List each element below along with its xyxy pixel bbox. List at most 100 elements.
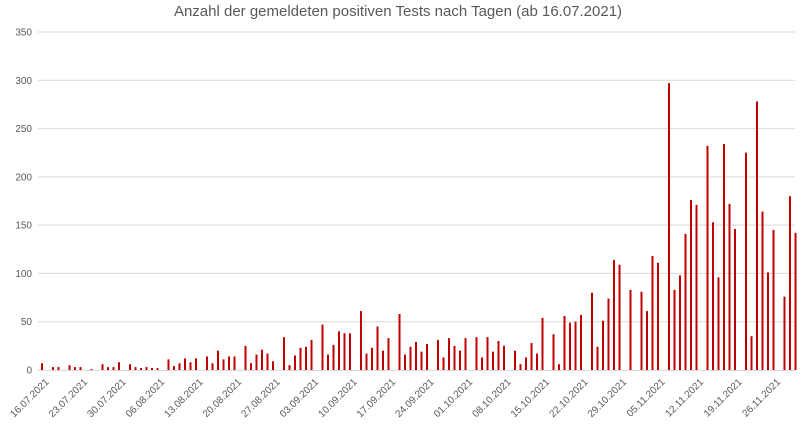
bar	[794, 232, 797, 370]
bar	[706, 145, 709, 370]
chart-title: Anzahl der gemeldeten positiven Tests na…	[174, 3, 622, 20]
bar	[574, 321, 577, 370]
bar	[712, 222, 714, 370]
bar	[497, 341, 500, 370]
bar	[244, 345, 247, 370]
x-tick-label: 20.08.2021	[201, 377, 244, 420]
bar	[767, 272, 769, 370]
bar	[618, 264, 621, 370]
x-tick-label: 24.09.2021	[393, 377, 436, 420]
bar	[211, 363, 214, 370]
bar	[310, 340, 313, 370]
bar	[569, 322, 571, 370]
bar	[365, 353, 368, 370]
bar	[563, 315, 566, 370]
bar	[371, 347, 373, 370]
bar	[112, 367, 115, 370]
bar	[129, 364, 131, 370]
bar	[305, 346, 307, 370]
bar	[189, 362, 192, 370]
bar	[602, 320, 604, 370]
bar	[695, 204, 698, 370]
bar	[448, 338, 450, 370]
bar	[580, 314, 582, 370]
x-tick-label: 22.10.2021	[547, 377, 590, 420]
bar	[756, 101, 758, 370]
bar	[255, 354, 258, 370]
bar	[552, 334, 555, 370]
bar	[222, 359, 225, 370]
bars	[41, 83, 797, 371]
bar	[57, 367, 60, 370]
bar	[195, 358, 197, 370]
bar	[459, 350, 461, 370]
bar	[415, 341, 417, 370]
bar	[206, 356, 208, 370]
bar	[591, 292, 593, 370]
bar	[728, 203, 731, 370]
x-tick-label: 13.08.2021	[162, 377, 205, 420]
bar	[140, 368, 142, 370]
y-tick-label: 200	[15, 172, 32, 183]
bar	[283, 337, 285, 370]
x-tick-label: 05.11.2021	[625, 377, 668, 420]
bar	[536, 353, 538, 370]
bar	[250, 363, 252, 370]
bar	[772, 229, 775, 370]
x-tick-label: 16.07.2021	[8, 377, 51, 420]
bar	[145, 367, 148, 370]
bar	[107, 367, 109, 370]
bar	[382, 350, 384, 370]
bar	[734, 229, 736, 370]
bar	[360, 311, 362, 370]
bar	[761, 211, 764, 370]
bar	[387, 338, 390, 370]
bar	[272, 361, 274, 370]
bar	[613, 259, 615, 370]
x-axis-ticks: 16.07.202123.07.202130.07.202106.08.2021…	[8, 377, 783, 420]
x-tick-label: 27.08.2021	[239, 377, 282, 420]
bar	[217, 350, 219, 370]
bar	[503, 345, 505, 370]
bar	[750, 336, 753, 370]
bar	[673, 289, 676, 370]
bar	[690, 200, 692, 370]
bar	[101, 364, 104, 370]
x-tick-label: 15.10.2021	[509, 377, 552, 420]
x-tick-label: 29.10.2021	[586, 377, 629, 420]
x-tick-label: 17.09.2021	[355, 377, 398, 420]
bar	[492, 351, 494, 370]
bar	[684, 233, 687, 370]
bar	[464, 338, 467, 370]
bar	[668, 83, 670, 371]
bar	[376, 326, 379, 370]
x-tick-label: 12.11.2021	[664, 377, 707, 420]
bar	[646, 311, 648, 370]
y-tick-label: 350	[15, 28, 32, 39]
bar	[52, 367, 54, 370]
bar	[453, 345, 456, 370]
bar	[745, 152, 747, 370]
bar	[134, 367, 137, 370]
y-tick-label: 0	[26, 366, 32, 377]
bar	[651, 256, 654, 370]
bar	[184, 358, 186, 370]
bar	[156, 368, 159, 370]
bar	[79, 367, 82, 370]
bar	[420, 351, 423, 370]
bar	[261, 349, 263, 370]
bar	[481, 357, 483, 370]
bar	[717, 277, 720, 370]
y-tick-label: 50	[21, 317, 33, 328]
bar	[657, 262, 659, 370]
bar	[475, 337, 478, 370]
bar	[596, 346, 599, 370]
gridlines	[38, 31, 795, 323]
bar	[404, 354, 406, 370]
bar	[338, 331, 340, 370]
bar	[426, 343, 428, 370]
bar	[607, 298, 610, 370]
bar	[349, 333, 351, 370]
bar	[294, 355, 296, 370]
